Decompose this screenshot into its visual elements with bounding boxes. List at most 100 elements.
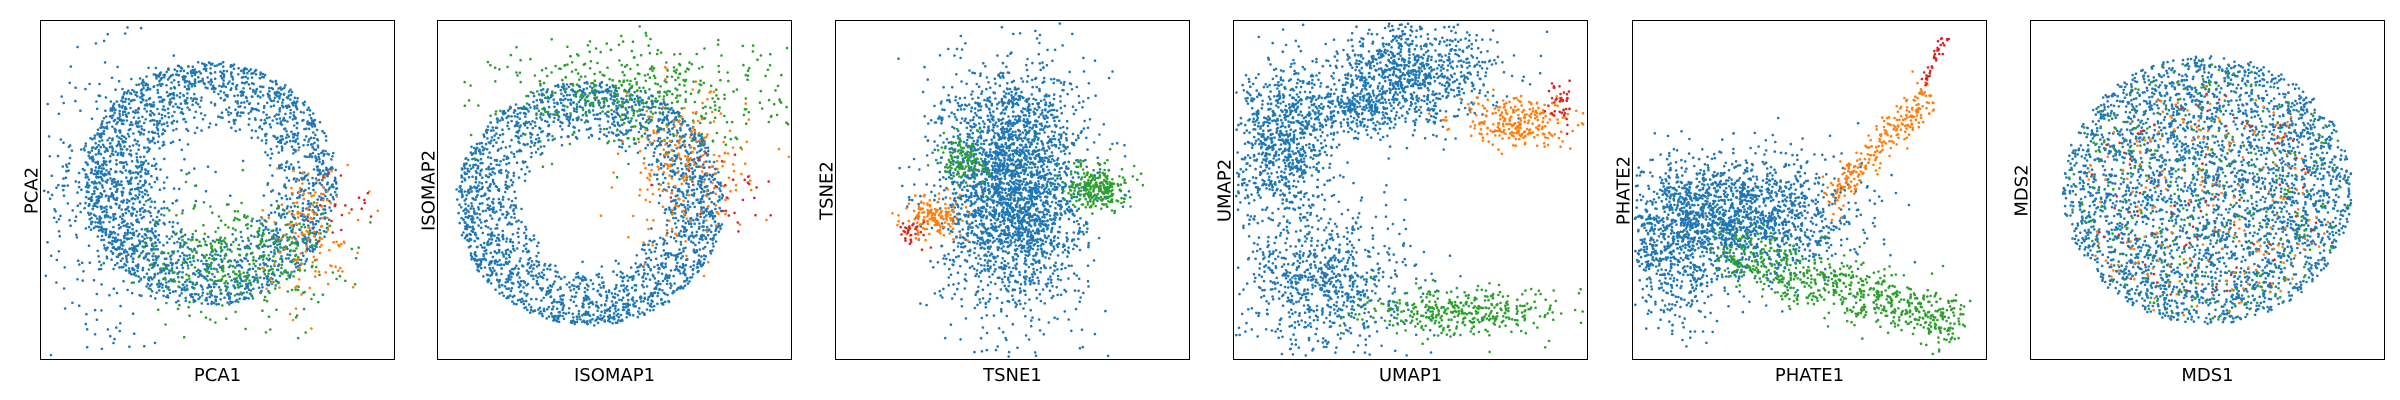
data-point xyxy=(504,169,508,172)
data-point xyxy=(609,97,612,101)
data-point xyxy=(164,272,167,275)
data-point xyxy=(186,267,190,270)
data-point xyxy=(165,176,169,179)
data-point xyxy=(192,298,196,302)
data-point xyxy=(519,134,523,138)
data-point xyxy=(575,315,579,319)
data-point xyxy=(236,114,239,117)
data-point xyxy=(651,94,654,98)
data-point xyxy=(185,279,188,282)
data-point xyxy=(112,196,115,199)
data-point xyxy=(617,262,620,265)
data-point xyxy=(274,279,278,282)
data-point xyxy=(279,135,283,138)
data-point xyxy=(317,152,320,156)
data-point xyxy=(317,155,321,159)
data-point xyxy=(187,237,190,241)
data-point xyxy=(717,230,721,233)
data-point xyxy=(505,237,509,240)
data-point xyxy=(217,302,220,306)
data-point xyxy=(62,177,65,180)
data-point xyxy=(666,293,669,297)
data-point xyxy=(144,169,148,172)
data-point xyxy=(138,242,141,246)
data-point xyxy=(155,291,158,294)
data-point xyxy=(301,171,305,174)
data-point xyxy=(286,104,289,108)
data-point xyxy=(203,114,207,117)
data-point xyxy=(142,86,145,90)
data-point xyxy=(230,126,233,130)
data-point xyxy=(92,172,96,176)
data-point xyxy=(483,135,486,139)
data-point xyxy=(140,127,144,131)
data-point xyxy=(290,90,294,94)
data-point xyxy=(588,91,592,95)
data-point xyxy=(330,264,333,268)
data-point xyxy=(199,112,203,115)
data-point xyxy=(269,190,273,193)
data-point xyxy=(617,138,621,142)
data-point xyxy=(158,147,161,150)
data-point xyxy=(460,190,463,194)
data-point xyxy=(138,193,141,196)
data-point xyxy=(492,138,496,142)
data-point xyxy=(252,262,256,265)
data-point xyxy=(188,300,191,304)
data-point xyxy=(112,185,116,188)
data-point xyxy=(112,225,115,229)
data-point xyxy=(285,136,288,139)
data-point xyxy=(600,265,604,268)
data-point xyxy=(134,171,138,174)
data-point xyxy=(603,309,607,312)
data-point xyxy=(286,133,289,136)
data-point xyxy=(137,107,141,110)
data-point xyxy=(115,162,118,166)
data-point xyxy=(112,245,115,249)
data-point xyxy=(306,178,310,182)
data-point xyxy=(201,288,204,291)
data-point xyxy=(298,186,302,190)
data-point xyxy=(149,276,153,279)
data-point xyxy=(139,89,143,92)
data-point xyxy=(620,123,624,127)
data-point xyxy=(708,160,711,163)
cluster-blue-1 xyxy=(42,26,245,357)
data-point xyxy=(139,213,142,217)
data-point xyxy=(314,159,318,163)
data-point xyxy=(135,91,139,94)
data-point xyxy=(684,133,687,136)
data-point xyxy=(189,293,192,297)
data-point xyxy=(294,307,298,310)
data-point xyxy=(180,148,184,152)
data-point xyxy=(531,120,534,123)
data-point xyxy=(279,216,283,220)
data-point xyxy=(169,258,173,261)
data-point xyxy=(194,97,198,100)
data-point xyxy=(219,116,222,119)
data-point xyxy=(253,235,256,238)
data-point xyxy=(489,227,493,231)
data-point xyxy=(309,116,313,120)
data-point xyxy=(191,99,195,102)
data-point xyxy=(517,241,521,244)
data-point xyxy=(125,176,128,179)
data-point xyxy=(157,135,161,138)
data-point xyxy=(289,273,292,276)
data-point xyxy=(169,141,173,145)
data-point xyxy=(302,307,306,311)
data-point xyxy=(672,254,676,257)
data-point xyxy=(153,234,156,237)
data-point xyxy=(89,212,93,215)
data-point xyxy=(162,267,165,270)
data-point xyxy=(187,84,190,88)
data-point xyxy=(97,225,101,229)
data-point xyxy=(565,112,569,116)
data-point xyxy=(700,255,703,258)
data-point xyxy=(479,173,482,177)
data-point xyxy=(506,223,509,226)
data-point xyxy=(116,117,120,120)
data-point xyxy=(70,149,74,152)
data-point xyxy=(705,174,709,177)
data-point xyxy=(133,90,136,93)
